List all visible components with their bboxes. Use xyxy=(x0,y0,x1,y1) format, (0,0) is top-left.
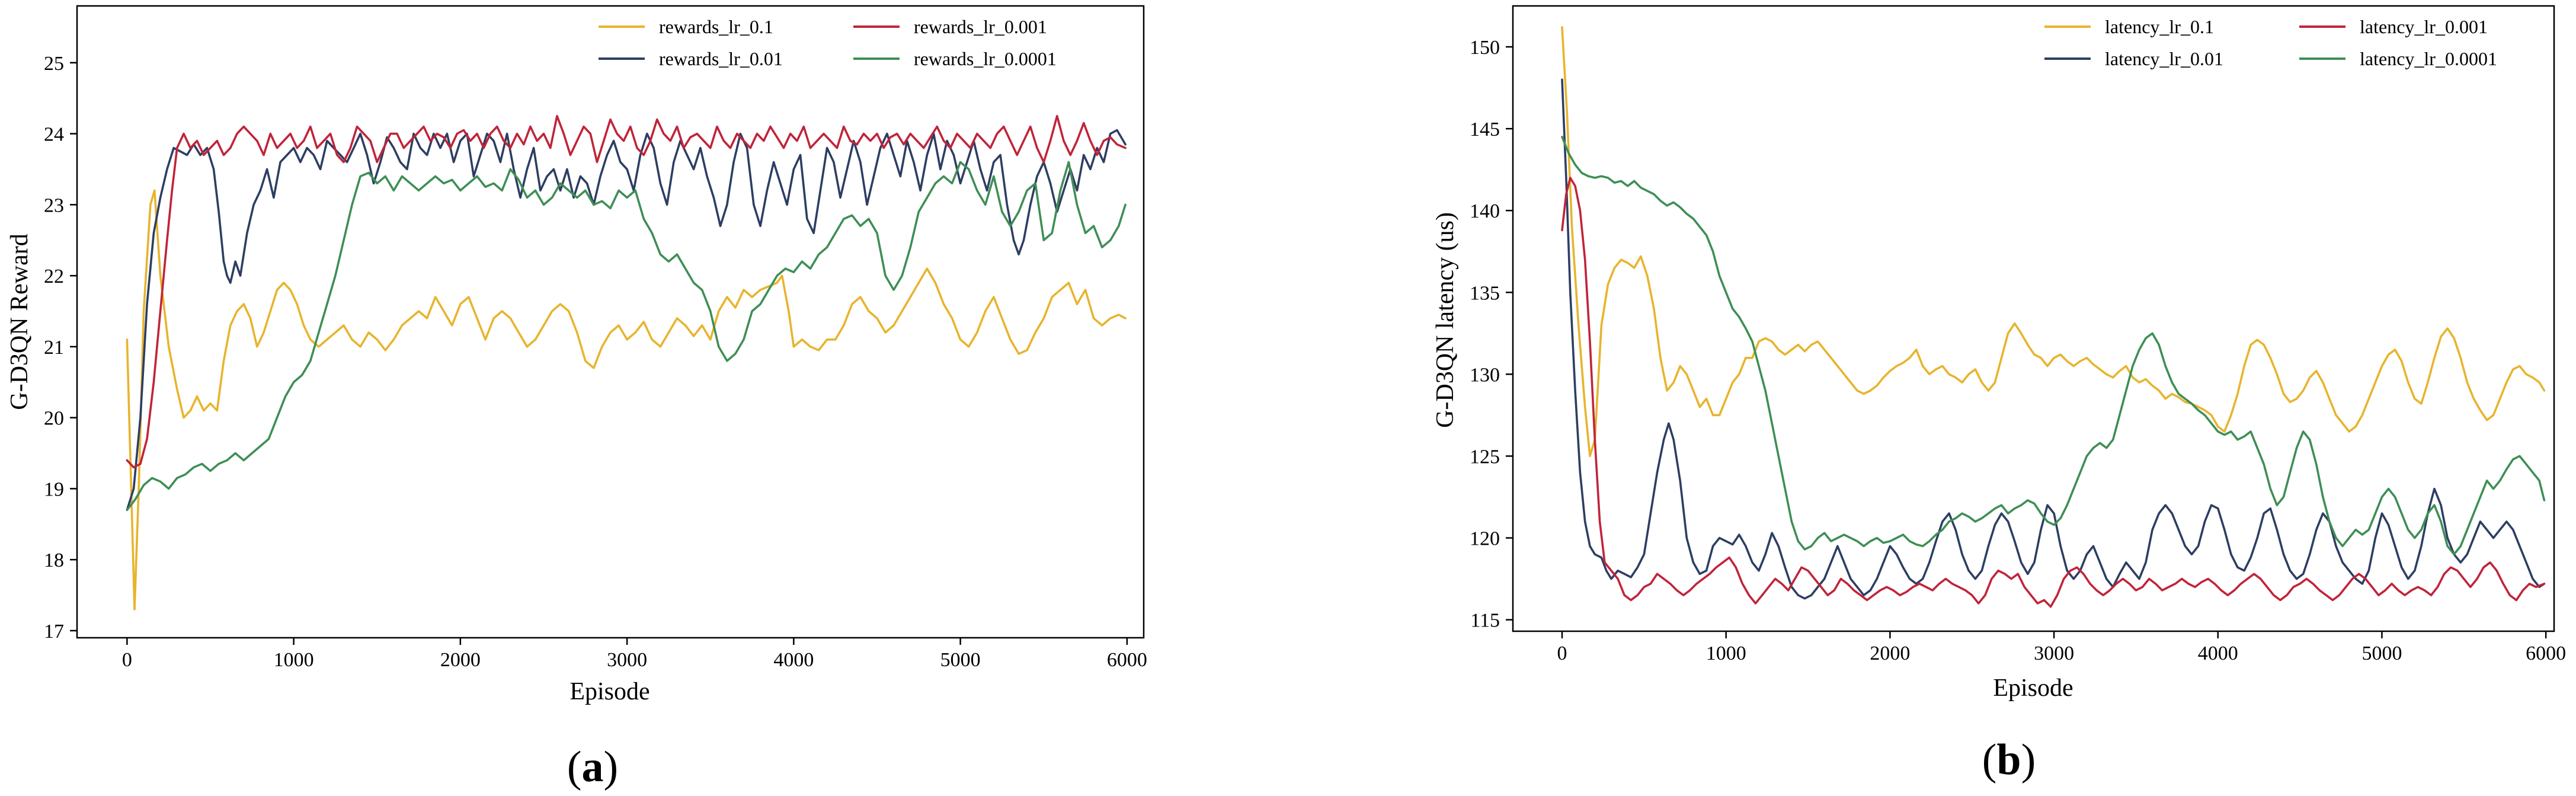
panel-b-axes-frame xyxy=(1512,5,2555,632)
panel-a-axes-frame xyxy=(76,5,1145,639)
y-tick-label: 21 xyxy=(44,337,64,359)
x-tick-label: 6000 xyxy=(1107,649,1147,671)
panel-b-y-axis: 115 120 125 130 135 140 145 150 xyxy=(1470,37,1513,632)
panel-a-x-axis: 0 1000 2000 3000 4000 5000 6000 xyxy=(122,638,1147,671)
y-tick-label: 150 xyxy=(1470,37,1500,59)
panel-b-label-letter: b xyxy=(1996,736,2021,784)
y-tick-label: 145 xyxy=(1470,119,1500,140)
series-line-latency_lr_0.1 xyxy=(1561,26,2546,458)
panel-a-x-axis-label: Episode xyxy=(569,678,649,705)
panel-a: 0 1000 2000 3000 4000 5000 6000 17 18 19 20 21 22 23… xyxy=(6,5,1147,791)
panel-b-label-close: ) xyxy=(2021,736,2036,784)
x-tick-label: 0 xyxy=(122,649,132,671)
y-tick-label: 115 xyxy=(1470,610,1500,632)
panel-a-label: (a) xyxy=(567,743,618,791)
y-tick-label: 140 xyxy=(1470,200,1500,222)
series-line-rewards_lr_0.1 xyxy=(126,189,1127,610)
panel-b-x-axis-label: Episode xyxy=(1993,674,2073,702)
series-line-latency_lr_0.001 xyxy=(1561,177,2546,608)
panel-b-x-axis: 0 1000 2000 3000 4000 5000 6000 xyxy=(1557,631,2566,664)
y-tick-label: 135 xyxy=(1470,282,1500,304)
panel-a-y-axis: 17 18 19 20 21 22 23 24 25 xyxy=(44,53,77,642)
x-tick-label: 2000 xyxy=(1870,642,1910,664)
panel-a-series-layer xyxy=(126,114,1127,610)
panel-b-plot-area xyxy=(1512,5,2555,632)
x-tick-label: 3000 xyxy=(2034,642,2074,664)
panel-a-label-letter: a xyxy=(582,743,604,791)
x-tick-label: 5000 xyxy=(2361,642,2402,664)
legend-label-rewards_lr_0.0001: rewards_lr_0.0001 xyxy=(914,48,1057,69)
series-line-rewards_lr_0.001 xyxy=(126,114,1127,469)
legend-label-rewards_lr_0.001: rewards_lr_0.001 xyxy=(914,16,1047,37)
panel-a-label-open: ( xyxy=(567,743,582,791)
x-tick-label: 1000 xyxy=(274,649,314,671)
panel-b-y-axis-label: G-D3QN latency (us) xyxy=(1432,212,1459,428)
x-tick-label: 3000 xyxy=(607,649,647,671)
series-line-latency_lr_0.01 xyxy=(1561,78,2546,600)
y-tick-label: 23 xyxy=(44,194,64,216)
panel-a-plot-area xyxy=(76,5,1145,639)
y-tick-label: 18 xyxy=(44,549,64,571)
panel-b-series-layer xyxy=(1561,26,2546,608)
y-tick-label: 130 xyxy=(1470,364,1500,386)
x-tick-label: 1000 xyxy=(1706,642,1746,664)
legend-label-latency_lr_0.001: latency_lr_0.001 xyxy=(2360,16,2488,37)
y-tick-label: 125 xyxy=(1470,446,1500,468)
x-tick-label: 5000 xyxy=(940,649,981,671)
panel-a-legend: rewards_lr_0.1 rewards_lr_0.01 rewards_lr_… xyxy=(599,16,1057,69)
y-tick-label: 22 xyxy=(44,266,64,287)
series-line-rewards_lr_0.01 xyxy=(126,129,1127,512)
panel-b-label: (b) xyxy=(1982,736,2036,784)
panel-a-y-axis-label: G-D3QN Reward xyxy=(6,234,33,410)
legend-label-latency_lr_0.1: latency_lr_0.1 xyxy=(2105,16,2214,37)
series-line-rewards_lr_0.0001 xyxy=(126,161,1127,512)
y-tick-label: 120 xyxy=(1470,528,1500,550)
legend-label-rewards_lr_0.01: rewards_lr_0.01 xyxy=(659,48,783,69)
y-tick-label: 25 xyxy=(44,53,64,75)
panel-a-label-close: ) xyxy=(604,743,619,791)
legend-label-latency_lr_0.0001: latency_lr_0.0001 xyxy=(2360,48,2497,69)
series-line-latency_lr_0.0001 xyxy=(1561,136,2546,555)
panel-b: 0 1000 2000 3000 4000 5000 6000 115 120 125 130 13… xyxy=(1432,5,2566,784)
x-tick-label: 4000 xyxy=(773,649,814,671)
panel-b-legend: latency_lr_0.1 latency_lr_0.01 latency_lr_… xyxy=(2044,16,2497,69)
x-tick-label: 0 xyxy=(1557,642,1567,664)
y-tick-label: 20 xyxy=(44,408,64,430)
x-tick-label: 4000 xyxy=(2198,642,2238,664)
panel-b-label-open: ( xyxy=(1982,736,1997,784)
legend-label-rewards_lr_0.1: rewards_lr_0.1 xyxy=(659,16,773,37)
y-tick-label: 24 xyxy=(44,124,64,146)
y-tick-label: 19 xyxy=(44,478,64,500)
legend-label-latency_lr_0.01: latency_lr_0.01 xyxy=(2105,48,2223,69)
x-tick-label: 6000 xyxy=(2526,642,2566,664)
x-tick-label: 2000 xyxy=(440,649,481,671)
y-tick-label: 17 xyxy=(44,621,64,642)
